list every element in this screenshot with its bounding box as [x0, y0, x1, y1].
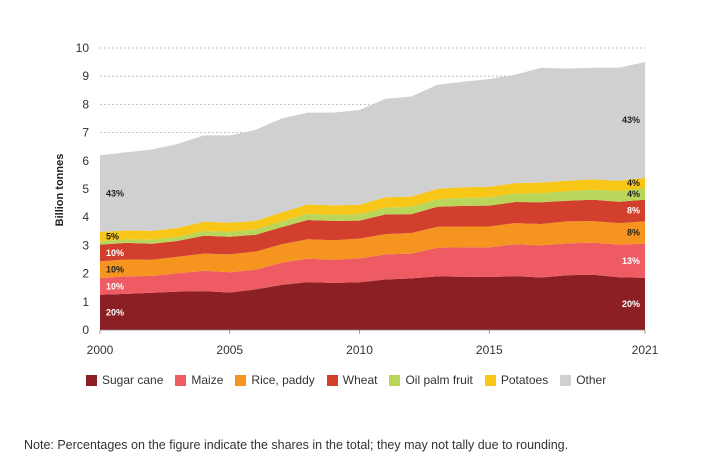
legend-item-rice-paddy: Rice, paddy: [235, 373, 315, 387]
share-label-2000-rice-paddy: 10%: [106, 265, 124, 275]
legend-swatch-potatoes: [484, 374, 496, 386]
share-label-2000-potatoes: 5%: [106, 232, 119, 242]
y-tick-8: 8: [82, 97, 89, 111]
share-label-2021-oil-palm-fruit: 4%: [627, 189, 640, 199]
x-tick-2021: 2021: [632, 343, 659, 357]
y-tick-3: 3: [82, 238, 89, 252]
x-tick-2010: 2010: [346, 343, 373, 357]
legend-label-maize: Maize: [191, 373, 224, 387]
share-label-2021-other: 43%: [622, 115, 640, 125]
y-tick-9: 9: [82, 69, 89, 83]
share-label-2021-sugar-cane: 20%: [622, 299, 640, 309]
legend-item-sugar-cane: Sugar cane: [86, 373, 163, 387]
x-tick-2005: 2005: [216, 343, 243, 357]
y-tick-0: 0: [82, 323, 89, 337]
share-label-2021-potatoes: 4%: [627, 178, 640, 188]
share-label-2000-wheat: 10%: [106, 248, 124, 258]
legend-swatch-other: [560, 374, 572, 386]
y-tick-2: 2: [82, 267, 89, 281]
legend-label-potatoes: Potatoes: [500, 373, 549, 387]
area-series: [100, 62, 645, 331]
area-oil-palm-fruit: [100, 188, 645, 245]
y-tick-4: 4: [82, 210, 89, 224]
share-label-2000-other: 43%: [106, 189, 124, 199]
legend-item-potatoes: Potatoes: [484, 373, 549, 387]
share-label-2000-maize: 10%: [106, 281, 124, 291]
x-tick-2015: 2015: [476, 343, 503, 357]
area-rice-paddy: [100, 221, 645, 279]
area-wheat: [100, 199, 645, 262]
legend-swatch-sugar-cane: [86, 374, 97, 386]
area-potatoes: [100, 177, 645, 242]
legend-swatch-oil-palm-fruit: [389, 374, 401, 386]
area-sugar-cane: [100, 274, 645, 330]
y-axis-ticks: 0 1 2 3 4 5 6 7 8 9 10: [76, 41, 90, 337]
y-tick-10: 10: [76, 41, 90, 55]
area-maize: [100, 242, 645, 295]
share-label-2021-maize: 13%: [622, 256, 640, 266]
legend-item-other: Other: [560, 373, 606, 387]
y-tick-5: 5: [82, 182, 89, 196]
y-tick-7: 7: [82, 126, 89, 140]
area-other: [100, 62, 645, 232]
x-axis-ticks: 2000 2005 2010 2015 2021: [87, 330, 659, 357]
stacked-area-chart: 0 1 2 3 4 5 6 7 8 9 10 2000 2005 2010 2015 2021 20% 10%…: [54, 41, 659, 357]
y-axis-label: Billion tonnes: [54, 154, 66, 227]
share-label-2000-sugar-cane: 20%: [106, 307, 124, 317]
legend-label-wheat: Wheat: [342, 373, 378, 387]
legend-item-maize: Maize: [175, 373, 223, 387]
share-label-2021-wheat: 8%: [627, 206, 640, 216]
y-tick-1: 1: [82, 295, 89, 309]
footnote: Note: Percentages on the figure indicate…: [24, 438, 569, 452]
legend-label-oil-palm-fruit: Oil palm fruit: [405, 373, 473, 387]
legend-label-rice-paddy: Rice, paddy: [251, 373, 315, 387]
legend-swatch-wheat: [326, 374, 338, 386]
legend-label-sugar-cane: Sugar cane: [102, 373, 164, 387]
x-tick-2000: 2000: [87, 343, 114, 357]
legend-item-wheat: Wheat: [326, 373, 378, 387]
share-labels: 20% 10% 10% 10% 5% 43% 20% 13% 8% 8% 4%4% 43%: [106, 115, 640, 317]
y-tick-6: 6: [82, 154, 89, 168]
legend-swatch-maize: [175, 374, 187, 386]
share-label-2021-rice-paddy: 8%: [627, 228, 640, 238]
legend-label-other: Other: [576, 373, 607, 387]
legend: Sugar cane Maize Rice, paddy Wheat Oil palm …: [86, 373, 618, 387]
legend-item-oil-palm-fruit: Oil palm fruit: [389, 373, 473, 387]
legend-swatch-rice-paddy: [235, 374, 247, 386]
